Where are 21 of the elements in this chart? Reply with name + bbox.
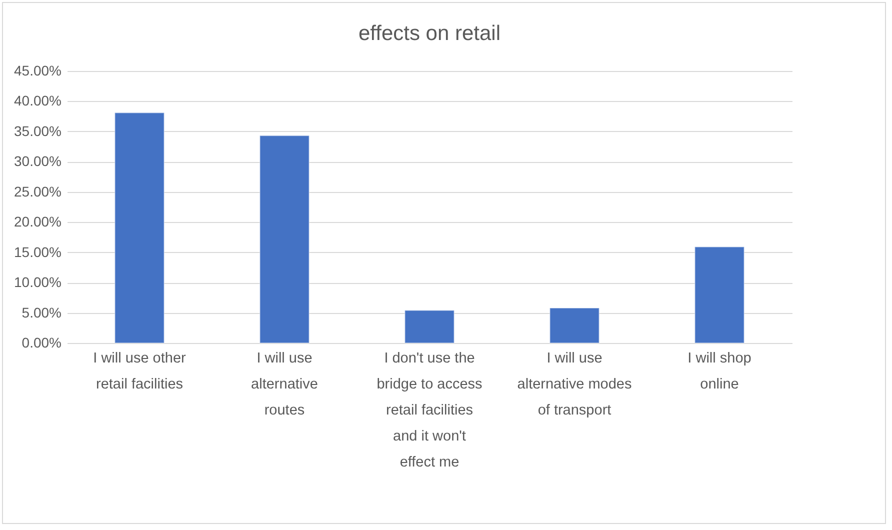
y-tick-label: 45.00%: [14, 62, 62, 78]
bar: [404, 310, 455, 344]
y-tick-label: 35.00%: [14, 122, 62, 139]
y-tick-label: 5.00%: [22, 304, 62, 320]
x-tick-label: I will use other retail facilities: [93, 350, 186, 392]
chart-title: effects on retail: [358, 22, 501, 45]
x-tick-label: I will shop online: [688, 350, 752, 392]
y-tick-label: 20.00%: [14, 214, 62, 230]
bar: [694, 246, 745, 344]
x-tick-label: I will use alternative routes: [251, 350, 318, 418]
y-tick-label: 15.00%: [14, 244, 62, 260]
y-tick-label: 40.00%: [14, 92, 62, 109]
bar: [114, 112, 165, 344]
y-tick-label: 30.00%: [14, 153, 62, 170]
bar: [259, 135, 310, 344]
y-tick-label: 0.00%: [22, 334, 62, 350]
y-tick-label: 25.00%: [14, 183, 62, 200]
x-tick-label: I will use alternative modes of transport: [517, 350, 632, 418]
x-tick-label: I don't use the bridge to access retail facilities and it won't effect me: [376, 350, 482, 470]
bar: [549, 307, 600, 344]
y-tick-label: 10.00%: [14, 274, 62, 290]
